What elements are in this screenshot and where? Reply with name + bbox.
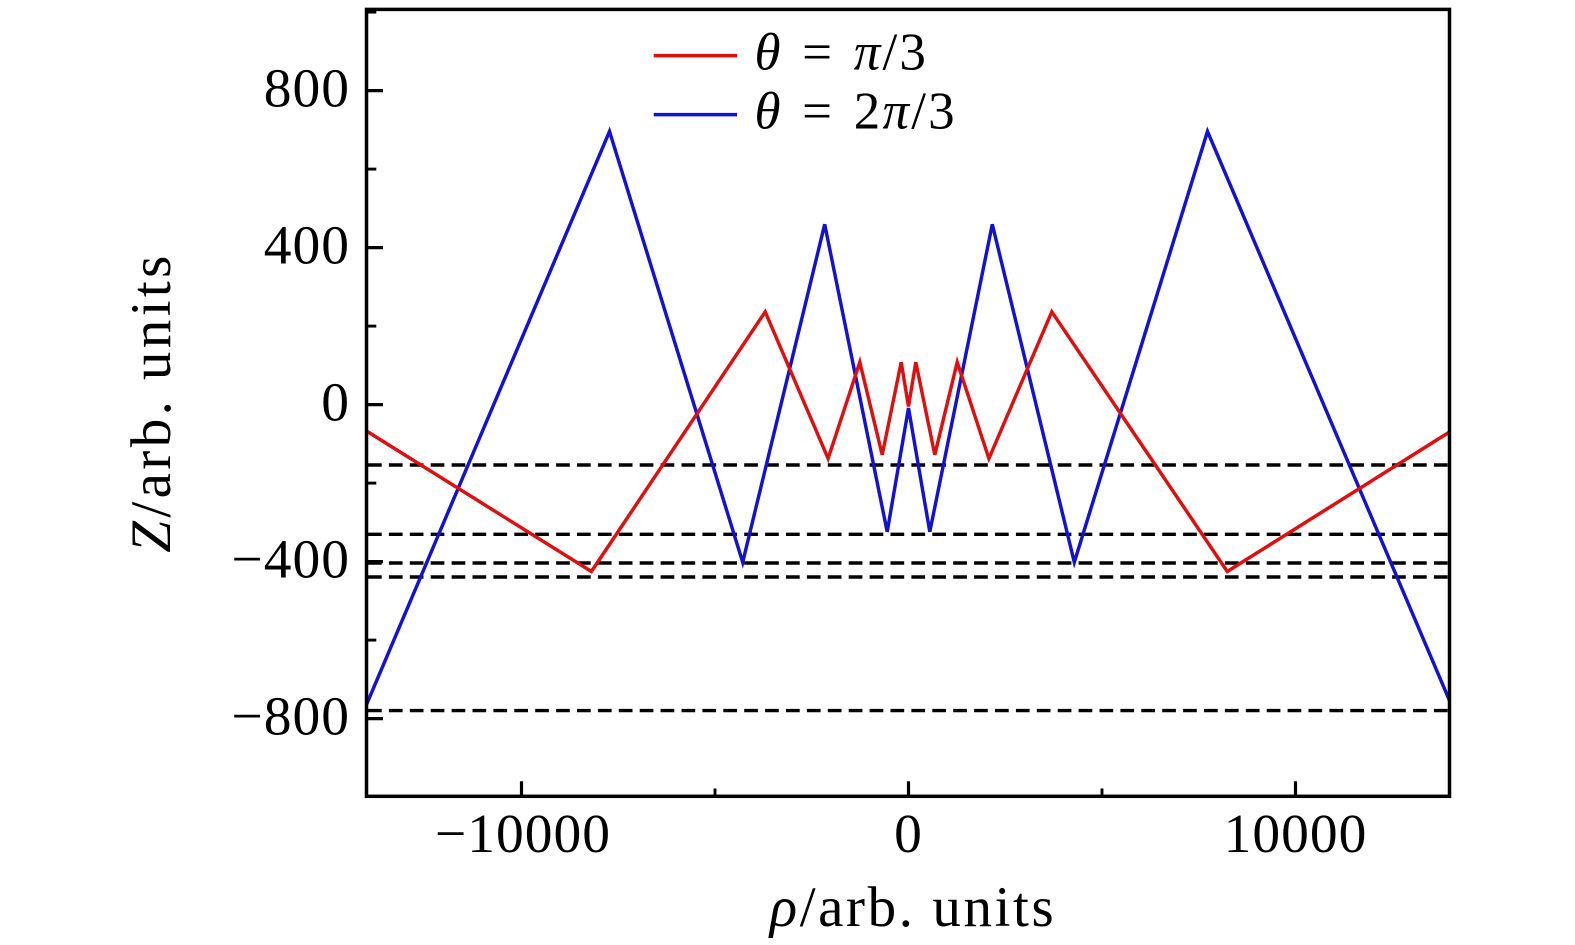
svg-text:−10000: −10000 xyxy=(435,804,611,865)
svg-text:800: 800 xyxy=(264,59,350,120)
svg-text:θ = π/3: θ = π/3 xyxy=(755,24,929,82)
svg-text:−800: −800 xyxy=(231,687,350,748)
svg-text:−400: −400 xyxy=(231,530,350,591)
svg-text:θ = 2π/3: θ = 2π/3 xyxy=(755,83,957,141)
svg-text:ρ/arb. units: ρ/arb. units xyxy=(768,876,1057,939)
svg-text:Z/arb. units: Z/arb. units xyxy=(120,252,183,552)
svg-text:0: 0 xyxy=(321,373,350,434)
svg-text:10000: 10000 xyxy=(1224,804,1368,865)
svg-text:0: 0 xyxy=(894,804,923,865)
svg-text:400: 400 xyxy=(264,216,350,277)
